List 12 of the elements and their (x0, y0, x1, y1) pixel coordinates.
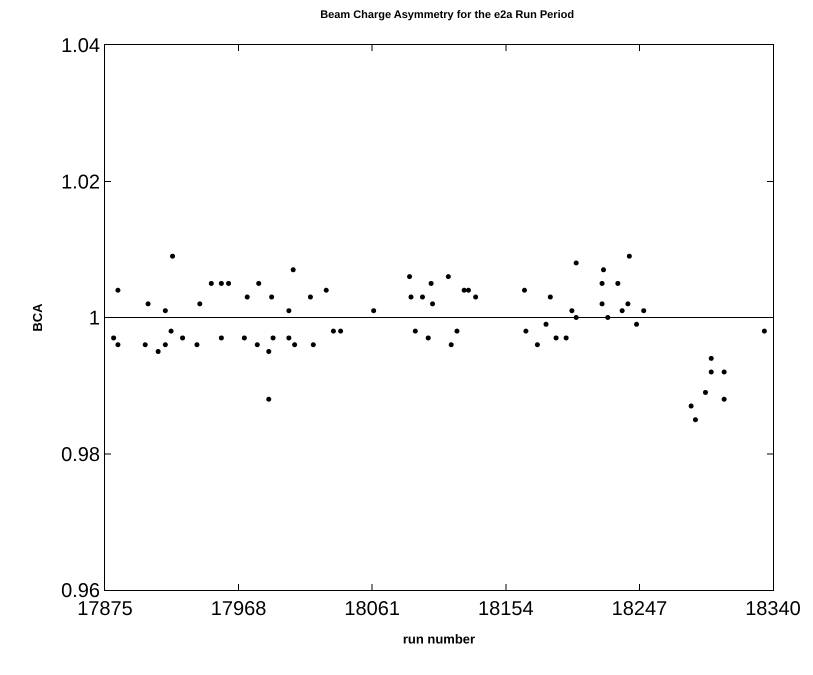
chart-title: Beam Charge Asymmetry for the e2a Run Period (320, 8, 574, 21)
x-tick-label: 18247 (612, 598, 668, 620)
y-tick-label: 1.04 (61, 35, 100, 57)
x-tick-label: 18154 (478, 598, 534, 620)
y-tick-label: 1 (88, 308, 100, 330)
y-tick-label: 0.98 (61, 444, 100, 466)
y-axis-title: BCA (30, 302, 46, 332)
x-tick-label: 18340 (745, 598, 801, 620)
x-tick-label: 17968 (210, 598, 266, 620)
y-tick-label: 1.02 (61, 171, 100, 194)
x-tick-label: 18061 (344, 598, 400, 620)
x-axis-title: run number (402, 632, 476, 647)
